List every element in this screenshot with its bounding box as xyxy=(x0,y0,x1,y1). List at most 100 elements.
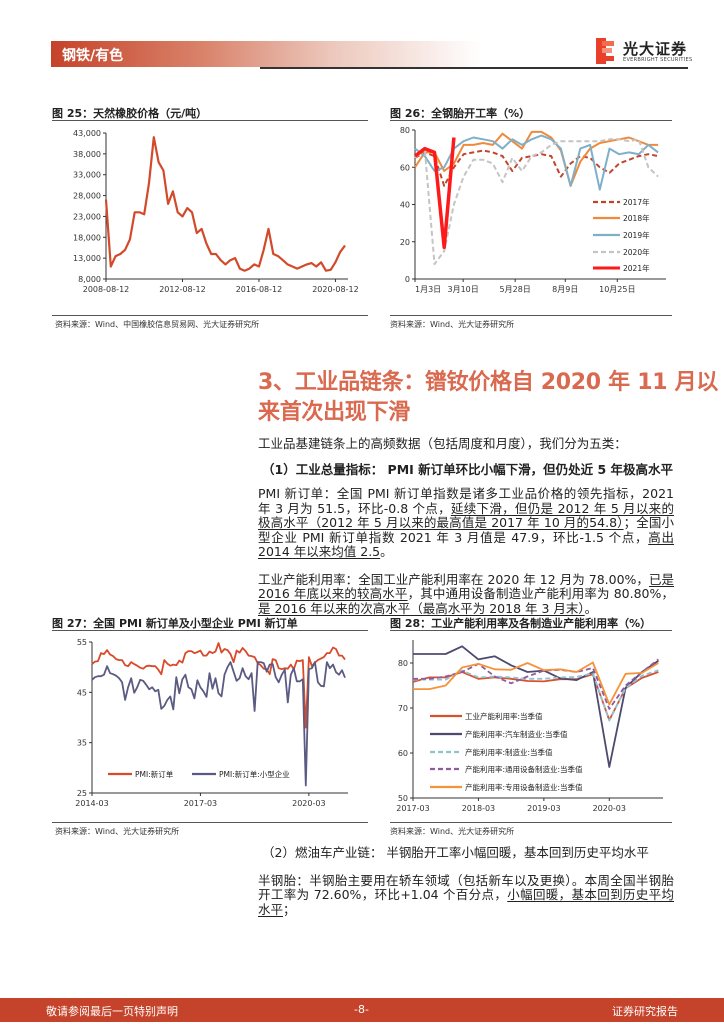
fig27-legend-label: PMI:新订单 xyxy=(135,769,174,779)
fig25-title: 图 25：天然橡胶价格（元/吨） xyxy=(52,107,208,120)
fig27-x-tick-label: 2017-03 xyxy=(184,799,217,808)
logo-name: 光大证券 xyxy=(623,40,688,58)
fig25-y-tick-label: 8,000 xyxy=(78,275,101,284)
body-text-lower: （2）燃油车产业链： 半钢胎开工率小幅回暖，基本回到历史平均水平 半钢胎：半钢胎… xyxy=(258,845,674,918)
fig27-y-tick-label: 25 xyxy=(77,789,87,798)
underlined-text: 小幅回暖，基本回到历史平均水平 xyxy=(258,887,674,917)
fig26-y-tick-label: 80 xyxy=(400,126,410,135)
fig27-rule xyxy=(52,630,368,631)
text: 半钢胎：半钢胎主要用在轿车领域（包括新车以及更换）。本周全国半钢胎开工率为 72… xyxy=(258,872,674,902)
logo-icon xyxy=(596,38,614,64)
fig27-title: 图 27：全国 PMI 新订单及小型企业 PMI 新订单 xyxy=(52,617,298,630)
footer-bar: 敬请参阅最后一页特别声明 -8- 证券研究报告 xyxy=(0,998,724,1022)
fig26-legend-label: 2018年 xyxy=(623,213,650,223)
pmi-paragraph: PMI 新订单：全国 PMI 新订单指数是诸多工业品价格的领先指标，2021 年… xyxy=(258,486,674,560)
body-text-upper: 3、工业品链条：镨钕价格自 2020 年 11 月以来首次出现下滑 工业品基建链… xyxy=(258,368,718,617)
fig27-y-tick-label: 45 xyxy=(77,688,87,697)
fig27-source-rule xyxy=(52,822,368,823)
underlined-text: 是 2016 年以来的次高水平（最高水平为 2018 年 3 月末） xyxy=(258,600,585,616)
underlined-text: 延续下滑，但仍是 2012 年 5 月以来的极高水平（2012 年 5 月以来的… xyxy=(258,500,674,530)
fig25-x-tick-label: 2020-08-12 xyxy=(312,285,359,294)
fig28-y-tick-label: 80 xyxy=(398,659,408,668)
text: 。 xyxy=(584,600,598,616)
fig26-y-tick-label: 40 xyxy=(400,201,410,210)
fig25-x-tick-label: 2012-08-12 xyxy=(159,285,206,294)
tire-paragraph: 半钢胎：半钢胎主要用在轿车领域（包括新车以及更换）。本周全国半钢胎开工率为 72… xyxy=(258,872,674,918)
fig28-legend-label: 产能利用率:专用设备制造业:当季值 xyxy=(465,782,583,792)
underlined-text: 已是 2016 年底以来的较高水平 xyxy=(258,571,674,601)
fig28-legend-label: 产能利用率:制造业:当季值 xyxy=(465,747,553,757)
fig27-x-tick-label: 2014-03 xyxy=(75,799,108,808)
fig28-y-tick-label: 60 xyxy=(398,749,408,758)
text: 。 xyxy=(380,544,393,559)
text: ，其中通用设备制造业产能利用率为 80.80%， xyxy=(407,586,674,601)
fig28-title: 图 28：工业产能利用率及各制造业产能利用率（%） xyxy=(390,617,652,630)
fig25-y-tick-label: 28,000 xyxy=(73,192,101,201)
fig25-series-line-1 xyxy=(104,136,346,272)
header-section-label: 钢铁/有色 xyxy=(62,48,124,64)
fig28-source: 资料来源：Wind、光大证券研究所 xyxy=(390,827,515,836)
fig26-series-line-5 xyxy=(413,137,456,250)
fig28-source-rule xyxy=(390,822,672,823)
fig28-rule xyxy=(390,630,672,631)
fig25-y-tick-label: 13,000 xyxy=(73,254,101,263)
fig27-x-tick-label: 2020-03 xyxy=(292,799,325,808)
text: PMI 新订单：全国 PMI 新订单指数是诸多工业品价格的领先指标，2021 年… xyxy=(258,486,674,516)
fig26-y-tick-label: 20 xyxy=(400,238,410,247)
fig25-source: 资料来源：Wind、中国橡胶信息贸易网、光大证券研究所 xyxy=(55,320,260,329)
fig26-x-tick-label: 8月9日 xyxy=(552,285,578,294)
fig26-x-tick-label: 10月25日 xyxy=(599,285,635,294)
page-number: -8- xyxy=(354,1003,369,1016)
fig26-legend-label: 2019年 xyxy=(623,230,650,240)
fig26-legend-label: 2021年 xyxy=(623,263,650,273)
text: 工业产能利用率：全国工业产能利用率在 2020 年 12 月为 78.00%， xyxy=(258,571,649,587)
fig27-series-line-2 xyxy=(91,661,346,787)
fig25-y-tick-label: 38,000 xyxy=(73,150,101,159)
fig25-y-tick-label: 43,000 xyxy=(73,129,101,138)
fig27-y-tick-label: 55 xyxy=(77,638,87,647)
fig28-x-tick-label: 2020-03 xyxy=(593,804,626,813)
fig28-legend-label: 产能利用率:通用设备制造业:当季值 xyxy=(465,764,583,774)
fig26-series-line-3 xyxy=(414,134,659,191)
intro-paragraph: 工业品基建链条上的高频数据（包括周度和月度），我们分为五类： xyxy=(258,436,627,451)
footer-disclaimer: 敬请参阅最后一页特别声明 xyxy=(46,1005,178,1018)
footer-report-type: 证券研究报告 xyxy=(612,1005,678,1018)
fig26-x-tick-label: 3月10日 xyxy=(448,285,479,294)
subheading-2: （2）燃油车产业链： 半钢胎开工率小幅回暖，基本回到历史平均水平 xyxy=(262,845,649,860)
capacity-paragraph: 工业产能利用率：全国工业产能利用率在 2020 年 12 月为 78.00%，已… xyxy=(258,571,674,617)
fig25-y-tick-label: 23,000 xyxy=(73,212,101,221)
header-rule xyxy=(260,67,688,69)
fig28-series-line-2 xyxy=(413,645,659,768)
fig26-source-rule xyxy=(390,315,672,316)
fig28-legend-label: 产能利用率:汽车制造业:当季值 xyxy=(465,729,568,739)
fig28-series-line-4 xyxy=(413,658,659,710)
fig27-legend-label: PMI:新订单:小型企业 xyxy=(219,769,290,779)
fig26-x-tick-label: 1月3日 xyxy=(415,285,441,294)
fig27-y-tick-label: 35 xyxy=(77,739,87,748)
text: ；全国小型企业 PMI 新订单指数 2021 年 3 月值是 47.9，环比-1… xyxy=(258,515,674,545)
fig28-x-tick-label: 2019-03 xyxy=(527,804,560,813)
fig25-y-tick-label: 18,000 xyxy=(73,233,101,242)
fig28-x-tick-label: 2017-03 xyxy=(396,804,429,813)
fig26-series-line-4 xyxy=(414,138,659,266)
fig25-x-tick-label: 2008-08-12 xyxy=(83,285,130,294)
fig25-rule xyxy=(52,120,368,121)
fig26-legend-label: 2017年 xyxy=(623,197,650,207)
fig27-source: 资料来源：Wind、光大证券研究所 xyxy=(55,827,180,836)
fig28-y-tick-label: 70 xyxy=(398,704,408,713)
fig25-y-tick-label: 33,000 xyxy=(73,171,101,180)
header-band xyxy=(51,41,481,67)
logo-english: EVERBRIGHT SECURITIES xyxy=(623,57,693,63)
fig28-y-tick-label: 50 xyxy=(398,794,408,803)
underlined-text: 高出 2014 年以来均值 2.5 xyxy=(258,529,674,559)
subheading-1: （1）工业总量指标： PMI 新订单环比小幅下滑，但仍处近 5 年极高水平 xyxy=(262,461,674,477)
fig28-legend-label: 工业产能利用率:当季值 xyxy=(465,711,543,721)
fig27-series-line-1 xyxy=(91,642,346,729)
section-heading: 3、工业品链条：镨钕价格自 2020 年 11 月以来首次出现下滑 xyxy=(258,370,718,425)
fig26-y-tick-label: 60 xyxy=(400,163,410,172)
fig25-x-tick-label: 2016-08-12 xyxy=(236,285,283,294)
fig28-x-tick-label: 2018-03 xyxy=(462,804,495,813)
fig28-series-line-5 xyxy=(413,661,659,706)
fig26-source: 资料来源：Wind、光大证券研究所 xyxy=(390,320,515,329)
